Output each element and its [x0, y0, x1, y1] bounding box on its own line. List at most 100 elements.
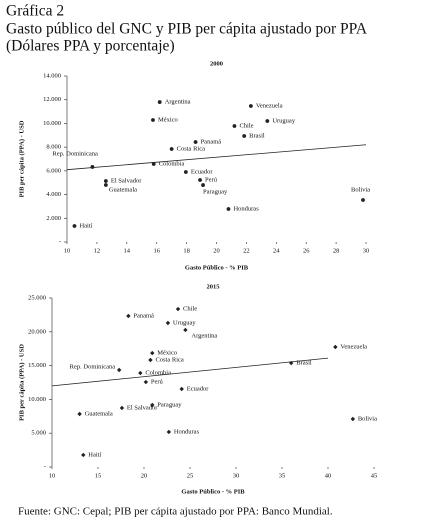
x-tick-label: 10 [64, 247, 71, 254]
point [193, 140, 198, 144]
point-label: Bolivia [351, 187, 370, 194]
y-tick-label: 8.000 [46, 144, 61, 151]
x-tick-label: 30 [233, 472, 240, 479]
point [143, 379, 149, 385]
point-label: Chile [183, 306, 197, 313]
x-tick-label: 20 [141, 472, 148, 479]
point [175, 306, 181, 312]
point [226, 207, 231, 211]
y-tick-label: 12.000 [43, 96, 61, 103]
point-label: México [157, 350, 177, 357]
point-label: Paraguay [203, 189, 228, 196]
y-tick-label: 5.000 [31, 430, 46, 437]
y-tick-label: - [59, 238, 61, 245]
x-tick-label: 45 [371, 472, 378, 479]
x-tick-label: 26 [303, 247, 310, 254]
point-label: Chile [239, 123, 253, 130]
point [165, 320, 171, 326]
trendline [51, 357, 329, 387]
point-label: Venezuela [256, 102, 283, 109]
point [119, 405, 125, 411]
point-label: Panamá [133, 312, 154, 319]
x-tick-label: 18 [183, 247, 190, 254]
point-label: Costa Rica [155, 356, 183, 363]
point [242, 134, 247, 138]
point [201, 183, 205, 187]
point [150, 350, 155, 356]
point [169, 147, 174, 151]
y-tick-label: 10.000 [28, 396, 46, 403]
point [103, 183, 108, 187]
point [183, 170, 188, 174]
y-tick-label: 14.000 [43, 72, 61, 79]
point [333, 344, 338, 350]
point-label: Uruguay [173, 319, 196, 326]
point [81, 452, 86, 458]
y-tick-label: 6.000 [46, 167, 61, 174]
point-label: Honduras [174, 428, 200, 435]
point [77, 411, 82, 417]
point-label: Venezuela [340, 343, 367, 350]
trendline [66, 144, 367, 171]
point-label: Rep. Dominicana [70, 363, 116, 370]
point [183, 327, 188, 333]
y-tick-label: 4.000 [46, 191, 61, 198]
point [361, 198, 365, 202]
x-tick-label: 40 [325, 472, 332, 479]
x-tick-label: 14 [124, 247, 131, 254]
y-tick-label: 20.000 [28, 328, 46, 335]
point-label: Honduras [233, 206, 259, 213]
x-tick-label: 30 [363, 247, 370, 254]
x-tick-label: 24 [273, 247, 280, 254]
point-label: El Salvador [127, 404, 158, 411]
point [157, 100, 162, 104]
x-tick-label: 10 [49, 472, 56, 479]
point-label: El Salvador [111, 178, 142, 185]
x-tick-label: 28 [333, 247, 340, 254]
point [166, 429, 172, 435]
point-label: Guatemala [85, 410, 113, 417]
x-axis-label: Gasto Público - % PIB [181, 488, 245, 495]
figure-label: Gráfica 2 [6, 3, 64, 20]
point [289, 360, 294, 366]
chart-title: 2015 [207, 283, 221, 290]
point [116, 367, 122, 373]
point [151, 118, 155, 122]
x-tick-label: 16 [153, 247, 160, 254]
y-tick-label: 2.000 [46, 215, 61, 222]
point [232, 124, 237, 128]
y-axis-label: PIB per cápita (PPA) - USD [18, 120, 25, 197]
x-tick-label: 15 [95, 472, 102, 479]
point-label: Haití [79, 222, 92, 229]
point-label: Bolivia [358, 415, 377, 422]
source: Fuente: GNC: Cepal; PIB per cápita ajust… [18, 506, 333, 518]
point-label: Perú [205, 176, 218, 183]
point-label: Colombia [159, 160, 185, 167]
point [72, 224, 77, 228]
figure-subtitle: (Dólares PPA y porcentaje) [6, 38, 175, 55]
point [265, 119, 270, 123]
point-label: Colombia [145, 370, 171, 377]
point-label: Brasil [296, 360, 312, 367]
point-label: Uruguay [272, 118, 295, 125]
point [126, 313, 131, 319]
point [198, 178, 202, 182]
x-tick-label: 20 [213, 247, 220, 254]
point [90, 165, 95, 169]
x-tick-label: 22 [243, 247, 250, 254]
point-label: Ecuador [191, 169, 213, 176]
point [150, 402, 155, 408]
point [148, 357, 153, 363]
point-label: Rep. Dominicana [52, 150, 98, 157]
y-tick-label: 25.000 [28, 294, 46, 301]
y-tick-label: - [44, 463, 46, 470]
point [350, 416, 356, 422]
point-label: México [158, 116, 178, 123]
x-tick-label: 25 [187, 472, 194, 479]
point [179, 386, 184, 392]
figure-title: Gasto público del GNC y PIB per cápita a… [6, 21, 368, 38]
x-tick-label: 35 [279, 472, 286, 479]
point [248, 104, 253, 108]
point-label: Paraguay [157, 401, 182, 408]
